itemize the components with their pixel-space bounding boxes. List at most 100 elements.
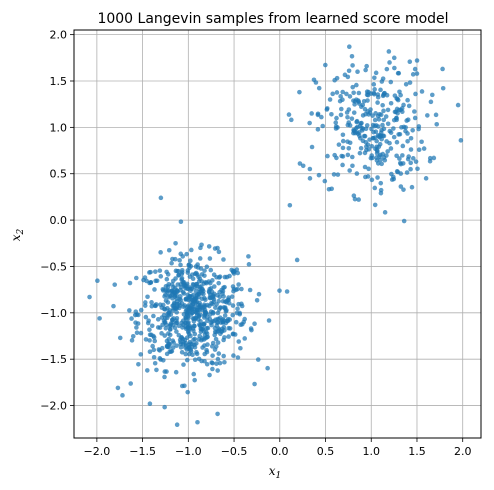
data-point xyxy=(185,329,191,335)
data-point xyxy=(199,337,204,343)
data-point xyxy=(423,176,429,181)
data-point xyxy=(382,210,388,215)
data-point xyxy=(388,146,394,151)
data-point xyxy=(397,160,403,166)
data-point xyxy=(413,159,419,164)
data-point xyxy=(154,367,159,373)
data-point xyxy=(210,366,215,372)
data-point xyxy=(384,66,390,72)
data-point xyxy=(208,267,214,273)
data-point xyxy=(334,115,339,121)
data-point xyxy=(222,274,228,280)
data-point xyxy=(190,272,195,277)
data-point xyxy=(334,75,340,81)
data-point xyxy=(401,218,407,224)
data-point xyxy=(349,53,355,59)
data-point xyxy=(153,269,158,274)
x-axis-label-main: x xyxy=(269,464,276,478)
data-point xyxy=(407,59,413,64)
data-point xyxy=(215,368,220,373)
data-point xyxy=(388,79,394,85)
data-point xyxy=(357,150,363,156)
data-point xyxy=(350,63,355,68)
data-point xyxy=(379,136,384,142)
data-point xyxy=(340,154,346,159)
data-point xyxy=(408,147,414,152)
data-point xyxy=(203,310,209,316)
data-point xyxy=(178,251,184,257)
data-point xyxy=(346,145,352,151)
data-point xyxy=(236,282,241,287)
data-point xyxy=(133,309,139,314)
data-point xyxy=(183,343,189,348)
data-point xyxy=(164,343,170,349)
data-point xyxy=(192,377,197,383)
data-point xyxy=(152,287,157,292)
data-point xyxy=(178,285,184,290)
data-point xyxy=(394,115,399,121)
data-point xyxy=(195,272,200,277)
data-point xyxy=(320,123,326,129)
data-point xyxy=(349,116,355,121)
data-point xyxy=(152,338,158,344)
data-point xyxy=(184,251,189,257)
data-point xyxy=(347,94,353,99)
data-point xyxy=(356,197,361,202)
data-point xyxy=(211,272,217,278)
data-point xyxy=(97,316,102,321)
chart-title: 1000 Langevin samples from learned score… xyxy=(97,11,448,27)
data-point xyxy=(354,171,360,176)
data-point xyxy=(287,202,293,208)
data-point xyxy=(252,321,257,327)
x-tick-label: 2.0 xyxy=(454,445,472,458)
data-point xyxy=(157,356,163,361)
data-point xyxy=(204,347,209,353)
data-point xyxy=(130,334,136,339)
data-point xyxy=(215,245,220,251)
data-point xyxy=(362,106,368,112)
data-point xyxy=(385,107,391,113)
data-point xyxy=(386,49,392,54)
x-tick-label: 1.0 xyxy=(362,445,380,458)
data-point xyxy=(332,152,337,158)
data-point xyxy=(202,358,207,364)
data-point xyxy=(222,306,228,311)
data-point xyxy=(372,87,377,92)
data-point xyxy=(181,362,186,367)
data-point xyxy=(149,303,155,309)
data-point xyxy=(368,107,373,112)
data-point xyxy=(191,292,196,298)
data-point xyxy=(150,343,155,349)
data-point xyxy=(277,288,282,293)
data-point xyxy=(407,80,413,85)
data-point xyxy=(163,298,169,303)
data-point xyxy=(151,354,157,360)
data-point xyxy=(358,145,364,151)
data-point xyxy=(338,112,344,118)
data-point xyxy=(204,325,209,331)
data-point xyxy=(233,319,239,325)
data-point xyxy=(347,44,352,49)
data-point xyxy=(354,119,359,125)
data-point xyxy=(340,145,346,151)
data-point xyxy=(166,247,172,253)
data-point xyxy=(229,294,235,299)
data-point xyxy=(209,344,215,349)
data-point xyxy=(286,112,292,117)
data-point xyxy=(231,288,236,294)
data-point xyxy=(378,87,383,93)
data-point xyxy=(374,150,380,156)
data-point xyxy=(176,332,182,338)
data-point xyxy=(195,265,201,270)
data-point xyxy=(182,337,188,343)
data-point xyxy=(336,142,342,147)
data-point xyxy=(158,274,164,279)
data-point xyxy=(185,270,191,275)
data-point xyxy=(200,345,205,350)
data-point xyxy=(413,91,418,97)
data-point xyxy=(138,307,144,313)
data-point xyxy=(214,302,219,307)
data-point xyxy=(164,276,170,282)
data-point xyxy=(145,294,150,300)
data-point xyxy=(374,138,379,144)
